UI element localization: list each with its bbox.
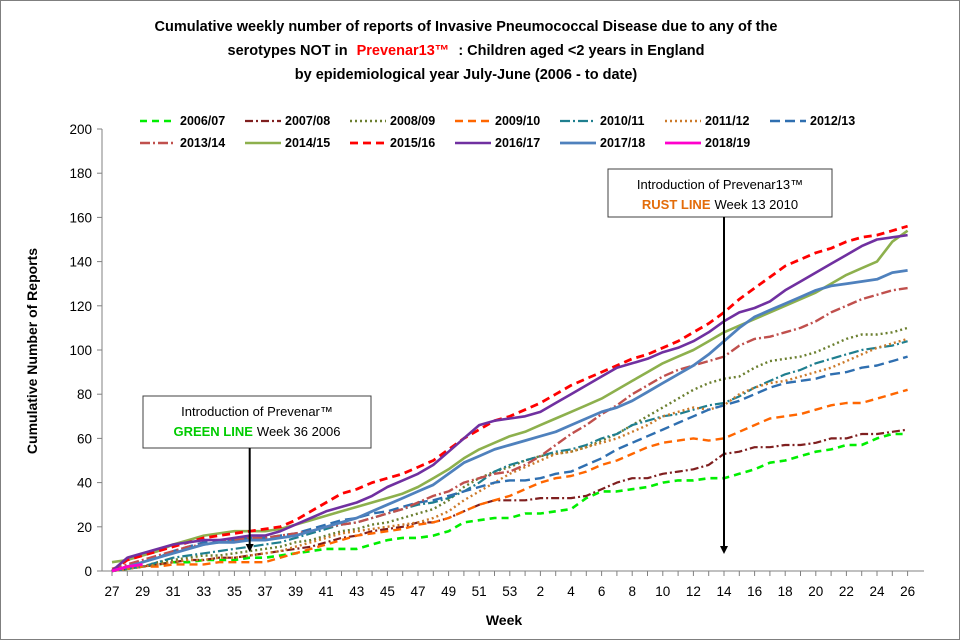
legend-label: 2016/17	[495, 136, 540, 150]
x-tick-label: 29	[135, 584, 150, 599]
chart-title-part-b: : Children aged <2 years in England	[458, 43, 704, 59]
y-tick-label: 100	[69, 343, 92, 358]
x-tick-label: 41	[319, 584, 334, 599]
x-tick-label: 20	[808, 584, 823, 599]
series-line-2011-12	[111, 337, 908, 573]
x-tick-label: 10	[655, 584, 670, 599]
y-tick-label: 120	[69, 299, 92, 314]
legend-label: 2017/18	[600, 136, 645, 150]
annotation-week: Week 36 2006	[257, 424, 341, 439]
y-tick-label: 40	[77, 476, 92, 491]
x-tick-label: 33	[196, 584, 211, 599]
chart-title-part-a: serotypes NOT in	[228, 43, 348, 59]
x-tick-label: 8	[628, 584, 636, 599]
annotation-highlight: GREEN LINE	[173, 424, 253, 439]
legend-label: 2009/10	[495, 114, 540, 128]
x-tick-label: 47	[410, 584, 425, 599]
x-tick-label: 18	[778, 584, 793, 599]
legend: 2006/07 2007/08 2008/09 2009/10 2010/11 2011/…	[140, 114, 855, 150]
annotation-box	[607, 168, 833, 218]
x-tick-label: 26	[900, 584, 915, 599]
annotation-detail: RUST LINE Week 13 2010	[642, 197, 798, 212]
y-tick-label: 160	[69, 210, 92, 225]
annotation-arrow-head	[720, 546, 728, 554]
x-axis-ticks: 27 29 31 33 35 37 39 41 43 45 47 49 51 53 2 4 6 8 10 12 14 16…	[104, 571, 915, 599]
series-line-2018-19	[111, 563, 143, 573]
annotation-week: Week 13 2010	[715, 197, 799, 212]
x-axis-title: Week	[486, 612, 523, 628]
legend-label: 2012/13	[810, 114, 855, 128]
x-tick-label: 6	[598, 584, 606, 599]
x-tick-label: 37	[257, 584, 272, 599]
x-tick-label: 24	[869, 584, 885, 599]
x-tick-label: 27	[104, 584, 119, 599]
series-line-2008-09	[111, 326, 908, 573]
series-line-2016-17	[111, 233, 908, 572]
series-line-2015-16	[111, 224, 908, 573]
series-line-2009-10	[111, 388, 908, 573]
y-axis-title: Cumulative Number of Reports	[24, 248, 40, 454]
y-tick-label: 140	[69, 255, 92, 270]
annotation-detail: GREEN LINE Week 36 2006	[173, 424, 340, 439]
series-line-2012-13	[111, 355, 908, 573]
y-tick-label: 20	[77, 520, 92, 535]
y-tick-label: 0	[84, 564, 92, 579]
series-line-2017-18	[111, 269, 908, 573]
annotation-title: Introduction of Prevenar™	[181, 404, 333, 419]
y-tick-label: 60	[77, 431, 92, 446]
y-tick-label: 200	[69, 122, 92, 137]
x-tick-label: 16	[747, 584, 762, 599]
x-tick-label: 22	[839, 584, 854, 599]
chart-title-line-2: serotypes NOT in Prevenar13™ : Children …	[228, 43, 705, 59]
chart-title-line-1: Cumulative weekly number of reports of I…	[155, 19, 778, 35]
legend-label: 2008/09	[390, 114, 435, 128]
x-tick-label: 49	[441, 584, 456, 599]
legend-label: 2015/16	[390, 136, 435, 150]
legend-label: 2018/19	[705, 136, 750, 150]
legend-label: 2006/07	[180, 114, 225, 128]
y-tick-label: 180	[69, 166, 92, 181]
x-tick-label: 43	[349, 584, 364, 599]
legend-label: 2011/12	[705, 114, 750, 128]
x-tick-label: 2	[537, 584, 545, 599]
legend-label: 2007/08	[285, 114, 330, 128]
x-tick-label: 51	[472, 584, 487, 599]
x-tick-label: 14	[716, 584, 732, 599]
x-tick-label: 31	[166, 584, 181, 599]
y-tick-label: 80	[77, 387, 92, 402]
y-axis-ticks: 0 20 40 60 80 100 120 140 160 180 200	[69, 122, 102, 579]
series-line-2014-15	[111, 229, 909, 564]
series-line-2006-07	[111, 432, 908, 573]
series-line-2010-11	[111, 340, 908, 573]
annotation-highlight: RUST LINE	[642, 197, 711, 212]
x-tick-label: 53	[502, 584, 517, 599]
x-tick-label: 12	[686, 584, 701, 599]
x-tick-label: 39	[288, 584, 303, 599]
legend-label: 2010/11	[600, 114, 645, 128]
x-tick-label: 35	[227, 584, 242, 599]
annotation-arrow-head	[245, 544, 254, 552]
series-line-2007-08	[111, 428, 908, 573]
legend-label: 2013/14	[180, 136, 225, 150]
chart-title-vaccine: Prevenar13™	[357, 43, 450, 59]
legend-label: 2014/15	[285, 136, 330, 150]
x-tick-label: 45	[380, 584, 395, 599]
series-lines	[111, 224, 909, 573]
chart-title-line-3: by epidemiological year July-June (2006 …	[295, 67, 638, 83]
annotations: Introduction of Prevenar™ GREEN LINE Week …	[142, 168, 833, 554]
x-tick-label: 4	[567, 584, 575, 599]
annotation-title: Introduction of Prevenar13™	[637, 177, 803, 192]
annotation-box	[142, 395, 372, 449]
